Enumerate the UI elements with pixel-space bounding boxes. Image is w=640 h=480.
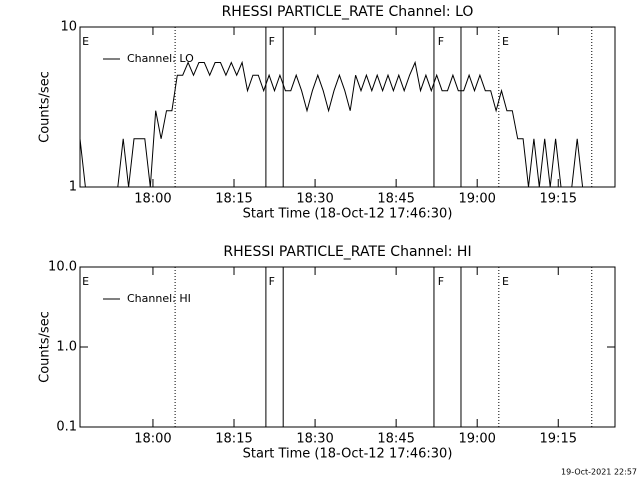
y-axis-label: Counts/sec <box>38 311 53 383</box>
chart-title: RHESSI PARTICLE_RATE Channel: LO <box>222 4 474 20</box>
flag-label: F <box>269 35 275 48</box>
x-tick-label: 18:30 <box>296 192 333 207</box>
footer: 19-Oct-2021 22:57 <box>561 468 637 477</box>
x-axis-label: Start Time (18-Oct-12 17:46:30) <box>243 207 453 222</box>
x-tick-label: 19:15 <box>540 432 577 447</box>
x-axis-label: Start Time (18-Oct-12 17:46:30) <box>243 447 453 462</box>
y-tick-label: 10 <box>60 20 77 35</box>
flag-label: F <box>269 275 275 288</box>
flag-label: E <box>502 275 509 288</box>
y-tick-label: 0.1 <box>56 420 77 435</box>
x-tick-label: 19:15 <box>540 192 577 207</box>
x-tick-label: 18:15 <box>215 192 252 207</box>
flag-label: E <box>82 35 89 48</box>
chart-title: RHESSI PARTICLE_RATE Channel: HI <box>223 244 471 260</box>
x-tick-label: 18:45 <box>377 192 414 207</box>
data-line <box>79 60 610 188</box>
x-tick-label: 18:00 <box>134 432 171 447</box>
plot-frame <box>79 26 616 188</box>
legend-label: Channel: HI <box>127 292 191 305</box>
x-tick-label: 18:00 <box>134 192 171 207</box>
x-tick-label: 19:00 <box>458 432 495 447</box>
legend-label: Channel: LO <box>127 52 194 65</box>
flag-label: F <box>438 275 444 288</box>
x-tick-label: 19:00 <box>458 192 495 207</box>
y-tick-label: 1.0 <box>56 340 77 355</box>
y-tick-label: 10.0 <box>48 260 77 275</box>
flag-label: E <box>82 275 89 288</box>
x-tick-label: 18:30 <box>296 432 333 447</box>
flag-label: E <box>502 35 509 48</box>
y-axis-label: Counts/sec <box>38 71 53 143</box>
x-tick-label: 18:45 <box>377 432 414 447</box>
y-tick-label: 1 <box>69 180 77 195</box>
flag-label: F <box>438 35 444 48</box>
x-tick-label: 18:15 <box>215 432 252 447</box>
